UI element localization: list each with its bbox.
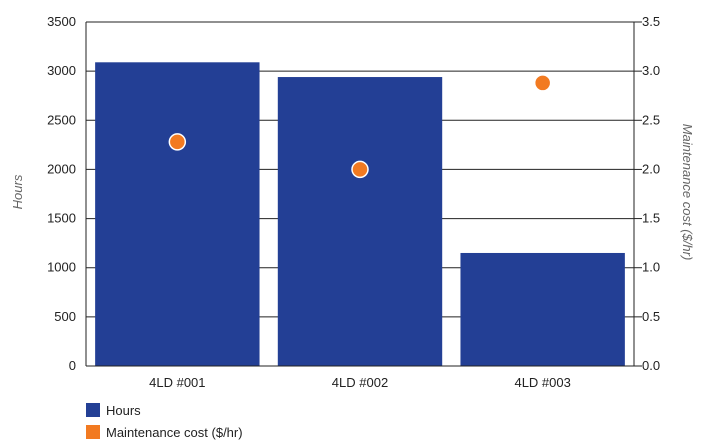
axes: 0 500 1000 1500 2000 2500 3000 3500 0.0 0.5 1.0 1.5… xyxy=(47,14,660,390)
y-tick-label: 1500 xyxy=(47,211,76,226)
x-tick-label: 4LD #002 xyxy=(332,375,388,390)
y2-tick-label: 2.5 xyxy=(642,112,660,127)
point-maintenance-cost xyxy=(168,133,187,151)
bar-group xyxy=(95,62,625,366)
y2-tick-label: 0.0 xyxy=(642,358,660,373)
y-tick-label: 3500 xyxy=(47,14,76,29)
legend-label-hours: Hours xyxy=(106,403,141,418)
y2-tick-label: 3.5 xyxy=(642,14,660,29)
point-maintenance-cost xyxy=(351,160,369,179)
point-maintenance-cost xyxy=(533,74,552,92)
x-tick-label: 4LD #003 xyxy=(514,375,570,390)
y2-tick-label: 1.5 xyxy=(642,211,660,226)
y-tick-label: 2500 xyxy=(47,112,76,127)
bar-hours xyxy=(460,252,625,366)
bar-hours xyxy=(95,62,260,366)
y2-tick-label: 1.0 xyxy=(642,260,660,275)
bar-hours xyxy=(277,77,443,366)
y-tick-label: 2000 xyxy=(47,161,76,176)
legend-label-maintenance-cost: Maintenance cost ($/hr) xyxy=(106,425,243,440)
y2-tick-label: 0.5 xyxy=(642,309,660,324)
legend-swatch-hours xyxy=(86,403,100,417)
x-tick-label: 4LD #001 xyxy=(149,375,205,390)
legend: Hours Maintenance cost ($/hr) xyxy=(86,403,243,440)
point-group xyxy=(168,74,552,179)
y2-axis-title: Maintenance cost ($/hr) xyxy=(680,124,695,261)
y-tick-label: 500 xyxy=(54,309,76,324)
y2-tick-label: 2.0 xyxy=(642,161,660,176)
y-tick-label: 0 xyxy=(69,358,76,373)
y-axis-title: Hours xyxy=(10,174,25,209)
y2-tick-label: 3.0 xyxy=(642,63,660,78)
y-tick-label: 1000 xyxy=(47,260,76,275)
legend-swatch-maintenance-cost xyxy=(86,425,100,439)
y-tick-label: 3000 xyxy=(47,63,76,78)
